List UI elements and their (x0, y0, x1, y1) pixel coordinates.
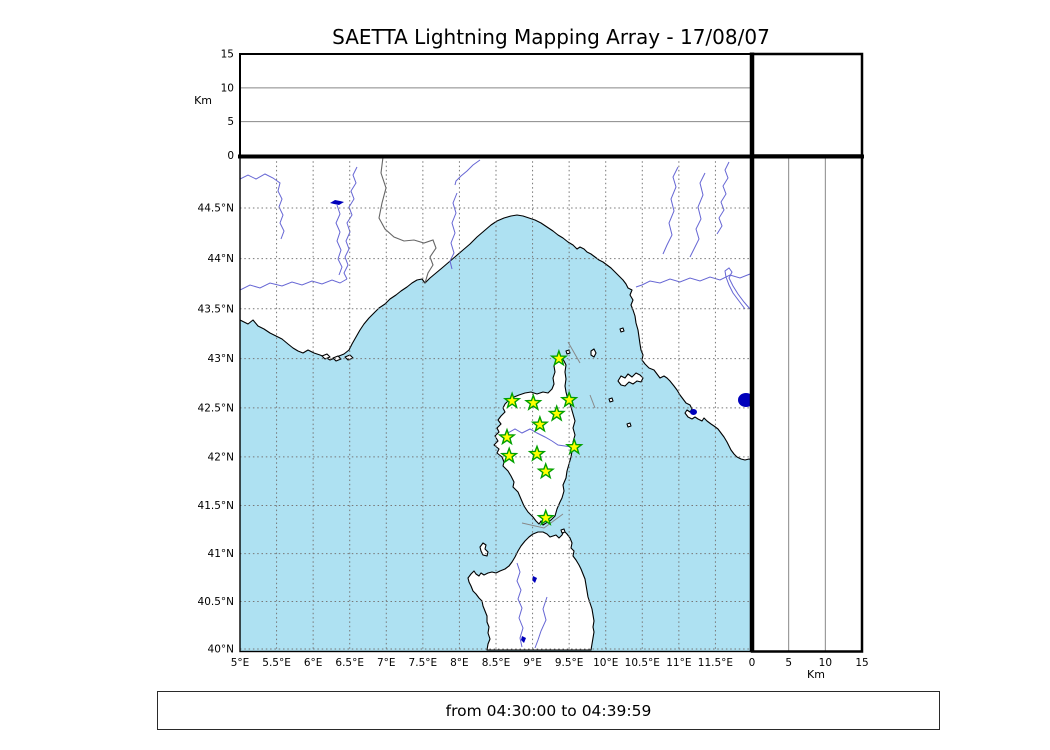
lma-station-marker (536, 461, 555, 480)
river (534, 596, 548, 649)
lma-station-marker (536, 508, 555, 526)
axis-labels: 0 0 5 5 10 10 15 15 5°E 5.5°E 6°E 6.5°E 7°E 7.5°E 8°E 8… (198, 49, 869, 670)
lat-tick-label: 41.5°N (198, 500, 234, 512)
corner-box-frame (750, 52, 864, 157)
river (507, 428, 573, 448)
hyeres-island-2 (332, 355, 342, 362)
elba-island (617, 372, 644, 387)
river (240, 278, 348, 291)
river (689, 172, 706, 258)
lma-station-marker (530, 414, 550, 433)
lon-tick-label: 5.5°E (262, 657, 291, 669)
lat-tick-label: 40.5°N (198, 596, 234, 608)
lat-tick-label: 41°N (208, 548, 234, 560)
km-axis-tick-label: 5 (785, 657, 792, 669)
sardinia-south-lake (521, 636, 526, 643)
altitude-top-panel-frame (239, 53, 753, 157)
altitude-unit-label-bottom: Km (807, 668, 825, 681)
maddalena-islet (560, 528, 566, 534)
river (240, 173, 285, 240)
contour-segment (567, 341, 581, 364)
map-area (240, 157, 752, 652)
lon-tick-label: 5°E (231, 657, 250, 669)
lon-tick-label: 11°E (666, 657, 691, 669)
lake-coghinas (532, 576, 537, 583)
pianosa-islet (608, 397, 614, 403)
river (516, 562, 524, 648)
lat-tick-label: 42°N (208, 451, 234, 463)
altitude-tick-label: 15 (221, 49, 234, 61)
lma-station-marker (502, 391, 522, 409)
lon-tick-label: 7°E (377, 657, 396, 669)
sardinia (467, 530, 595, 651)
lma-station-marker (559, 390, 579, 408)
river (343, 166, 358, 280)
lat-tick-label: 43.5°N (198, 303, 234, 315)
lon-tick-label: 9.5°E (555, 657, 584, 669)
lma-station-marker (547, 404, 566, 422)
lat-tick-label: 40°N (208, 644, 234, 656)
lma-station-marker (499, 446, 519, 464)
lon-tick-label: 10°E (593, 657, 618, 669)
river (662, 166, 679, 255)
river (335, 204, 343, 276)
river (724, 267, 751, 310)
km-axis-tick-label: 10 (819, 657, 832, 669)
time-range-box: from 04:30:00 to 04:39:59 (157, 691, 940, 730)
lat-tick-label: 43°N (208, 353, 234, 365)
lma-station-marker (497, 427, 517, 446)
contour-segment (589, 394, 596, 409)
lon-tick-label: 10.5°E (625, 657, 660, 669)
river (716, 161, 730, 235)
km-axis-tick-label: 15 (855, 657, 868, 669)
lat-tick-label: 44°N (208, 253, 234, 265)
montecristo-islet (626, 422, 632, 428)
lon-tick-label: 9°E (523, 657, 542, 669)
lon-tick-label: 6.5°E (335, 657, 364, 669)
lma-station-marker (549, 348, 569, 367)
asinara-island (479, 542, 489, 557)
altitude-tick-label: 10 (221, 82, 234, 94)
hyeres-island-1 (321, 353, 331, 360)
lon-tick-label: 6°E (304, 657, 323, 669)
capraia-island (590, 348, 597, 358)
lake-sainte-croix (330, 200, 344, 205)
lon-tick-label: 11.5°E (698, 657, 733, 669)
altitude-tick-label: 5 (227, 116, 234, 128)
hyeres-island-3 (344, 354, 354, 361)
river (454, 159, 481, 186)
time-range-label: from 04:30:00 to 04:39:59 (445, 701, 652, 720)
lma-station-marker (524, 393, 543, 411)
lon-tick-label: 8°E (450, 657, 469, 669)
panel-gridlines (240, 87, 826, 652)
mainland-france-italy (240, 157, 752, 461)
country-border (378, 157, 437, 284)
km-axis-tick-label: 0 (749, 657, 756, 669)
altitude-unit-label-left: Km (194, 94, 212, 107)
lma-station-marker (527, 444, 547, 462)
lake-bolsena-dot (738, 393, 752, 407)
plot-title: SAETTA Lightning Mapping Array - 17/08/0… (332, 25, 770, 49)
contour-segment (521, 513, 564, 529)
lat-tick-label: 44.5°N (198, 203, 234, 215)
lon-tick-label: 7.5°E (409, 657, 438, 669)
lon-tick-label: 8.5°E (482, 657, 511, 669)
lma-station-marker (565, 437, 584, 456)
lat-tick-label: 42.5°N (198, 402, 234, 414)
altitude-tick-label: 0 (227, 150, 234, 162)
altitude-right-panel-frame (750, 155, 864, 653)
gorgona-island (619, 327, 625, 333)
small-coastal-lake (690, 409, 697, 415)
